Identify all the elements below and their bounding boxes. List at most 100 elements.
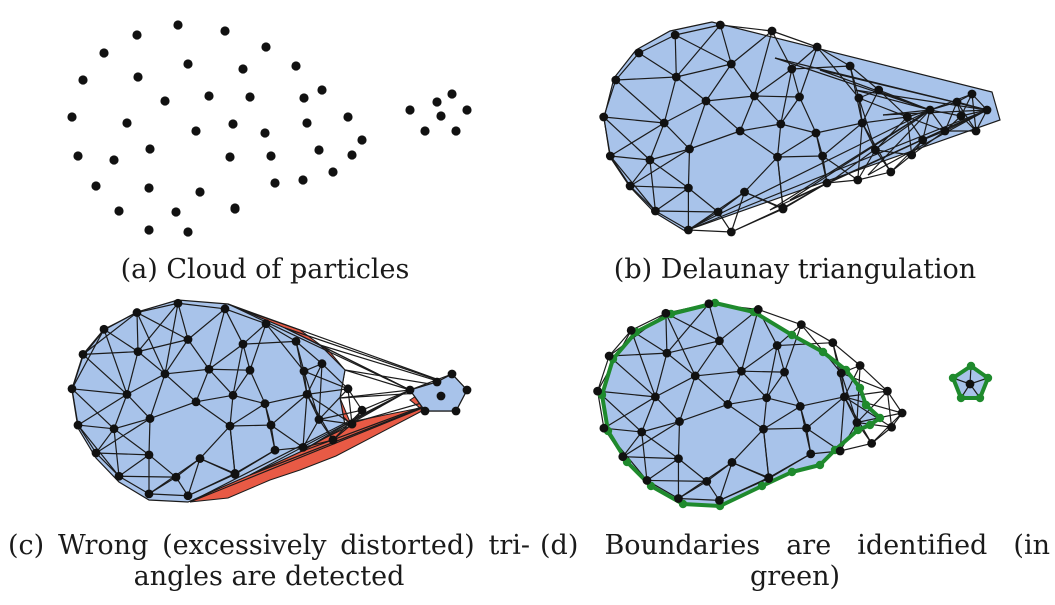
boundary-particle [818,347,828,357]
particle [593,386,602,396]
particle [674,494,683,503]
mesh-edge [234,449,276,475]
mesh-edge [741,370,768,399]
particle [684,225,693,235]
particle [811,128,821,138]
mesh-edge [270,424,304,448]
particle [918,135,928,145]
particle [967,89,977,99]
mesh-edge [675,24,721,78]
particle [145,144,155,154]
particle [787,64,797,74]
mesh-edge [118,475,150,495]
mesh-edge [844,396,892,428]
mesh-edge [95,452,150,456]
particle [405,105,415,115]
mesh-edge [815,122,863,134]
mesh-edge [740,309,759,372]
delaunay-triangulation-figure [599,20,1001,237]
mesh-edge [629,159,651,187]
mesh-edge [177,303,189,340]
mesh-edge [264,393,308,405]
mesh-edge [270,393,308,426]
mesh-edge [663,122,690,150]
mesh-edge [741,345,778,372]
boundaries-figure [593,298,993,511]
mesh-edge [826,179,858,184]
mesh-edge [77,424,115,430]
particle [78,350,88,359]
particle [298,443,308,452]
mesh-edge [597,355,610,392]
mesh-edge [229,395,234,427]
mesh-edge [629,185,656,212]
particle [767,26,777,36]
particle [328,435,338,445]
particle [965,379,975,389]
particle [228,390,238,400]
boundary-particle [853,425,863,435]
particle [145,414,155,423]
mesh-edge [148,418,151,455]
mesh-edge [164,339,189,375]
caption-b: (b) Delaunay triangulation [613,254,977,285]
particle [343,384,353,394]
particle [812,42,822,52]
particle [940,126,950,136]
mesh-edge [242,344,251,371]
particle [874,85,884,95]
caption-d: (d) Boundaries are identified (in green) [540,530,1050,592]
mesh-edge [232,369,251,396]
mesh-edge [609,155,631,187]
mesh-edge [816,46,860,99]
mesh-edge [344,369,411,391]
mesh-edge [857,171,891,181]
mesh-edge [603,116,665,124]
mesh-edge [854,89,931,111]
particle [759,424,768,434]
boundary-particle [855,383,865,393]
mesh-edge [731,428,764,463]
particle [839,392,849,402]
mesh-edge [227,303,468,391]
mesh-edge [776,345,786,373]
particle [702,477,712,486]
particle [780,367,789,377]
mesh-edge [777,155,823,158]
particle [436,111,446,121]
particle [902,112,912,122]
mesh-edge [609,122,665,157]
mesh-edge [688,187,719,213]
particle [753,305,763,314]
particle [605,151,615,161]
mesh-edge [862,116,908,124]
particle [715,20,725,30]
boundary-line [600,301,882,508]
particle [195,454,205,463]
mesh-edge [718,462,733,501]
mesh-edge [758,308,802,326]
particle [183,491,193,501]
particle [762,393,772,403]
mesh-edge [603,396,656,429]
particle [132,30,142,40]
mesh-edge [766,371,785,399]
mesh-edge [798,96,817,134]
mesh-edge [164,303,179,375]
particle [314,415,324,424]
particle [347,419,357,429]
mesh-edge [610,155,650,161]
particle [867,439,877,448]
mesh-edge [665,312,696,377]
particle [956,111,966,121]
particle [266,420,276,430]
particle [220,26,230,36]
mesh-edge [608,329,632,357]
particle [726,227,736,237]
mesh-edge [208,308,226,370]
mesh-edge [195,394,234,403]
mesh-edge [840,442,872,452]
mesh-edge [603,116,651,161]
particle [291,336,301,346]
mesh-edge [603,79,617,118]
